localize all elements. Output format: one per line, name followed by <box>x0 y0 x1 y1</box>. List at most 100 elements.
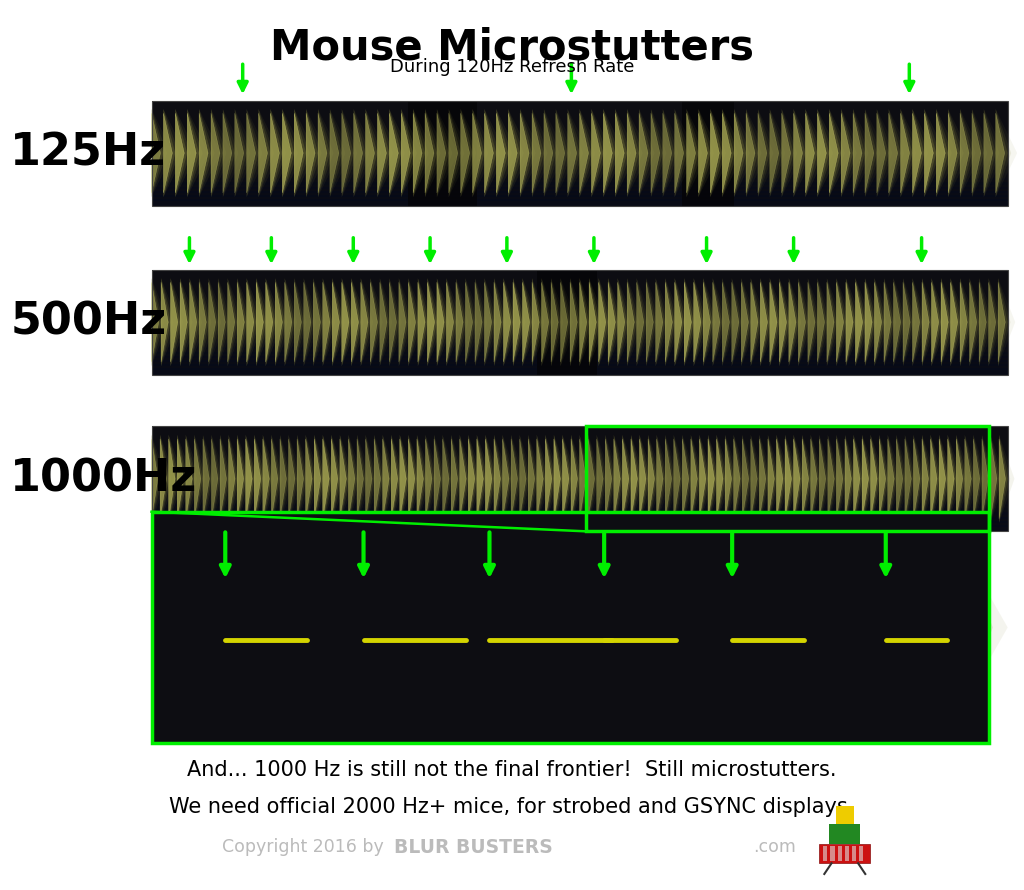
Polygon shape <box>776 434 787 523</box>
Polygon shape <box>925 109 936 198</box>
Bar <box>152 364 1008 370</box>
Polygon shape <box>283 109 304 198</box>
Polygon shape <box>271 439 278 519</box>
Polygon shape <box>437 113 445 193</box>
Polygon shape <box>357 434 366 523</box>
Polygon shape <box>817 113 826 193</box>
Text: BLUR BUSTERS: BLUR BUSTERS <box>394 837 553 857</box>
Polygon shape <box>434 434 450 523</box>
Polygon shape <box>947 434 964 523</box>
Polygon shape <box>956 434 965 523</box>
Polygon shape <box>532 109 553 198</box>
Polygon shape <box>806 109 821 198</box>
Polygon shape <box>409 434 417 523</box>
Polygon shape <box>265 278 283 367</box>
Polygon shape <box>401 109 423 198</box>
Polygon shape <box>171 278 180 367</box>
Polygon shape <box>254 434 269 523</box>
Polygon shape <box>180 282 187 362</box>
Bar <box>409 101 477 206</box>
Polygon shape <box>274 543 297 712</box>
Polygon shape <box>522 278 540 367</box>
Polygon shape <box>979 282 986 362</box>
Polygon shape <box>306 109 328 198</box>
Polygon shape <box>961 278 977 367</box>
Polygon shape <box>289 434 297 523</box>
Polygon shape <box>770 278 786 367</box>
Polygon shape <box>203 434 212 523</box>
Polygon shape <box>187 109 203 198</box>
Polygon shape <box>623 434 634 523</box>
Polygon shape <box>913 439 920 519</box>
Polygon shape <box>304 543 327 712</box>
Polygon shape <box>270 109 283 198</box>
Polygon shape <box>175 113 184 193</box>
Polygon shape <box>922 278 939 367</box>
Polygon shape <box>360 278 378 367</box>
Polygon shape <box>646 282 653 362</box>
Polygon shape <box>466 282 473 362</box>
Polygon shape <box>413 113 422 193</box>
Bar <box>682 101 733 206</box>
Polygon shape <box>884 278 896 367</box>
Polygon shape <box>570 534 609 721</box>
Polygon shape <box>732 278 741 367</box>
Bar <box>157 716 984 730</box>
Polygon shape <box>905 439 911 519</box>
Polygon shape <box>393 534 431 721</box>
Polygon shape <box>212 434 220 523</box>
Polygon shape <box>446 278 456 367</box>
Polygon shape <box>437 109 449 198</box>
Polygon shape <box>788 278 799 367</box>
Polygon shape <box>733 439 740 519</box>
Polygon shape <box>323 282 330 362</box>
Polygon shape <box>615 109 627 198</box>
Polygon shape <box>597 434 612 523</box>
Polygon shape <box>567 109 589 198</box>
Polygon shape <box>870 434 882 523</box>
Polygon shape <box>453 543 474 712</box>
Polygon shape <box>965 439 971 519</box>
Polygon shape <box>271 434 283 523</box>
Polygon shape <box>246 434 261 523</box>
Polygon shape <box>157 534 196 721</box>
Polygon shape <box>541 534 570 721</box>
Polygon shape <box>603 113 612 193</box>
Polygon shape <box>437 278 446 367</box>
Polygon shape <box>177 434 188 523</box>
Polygon shape <box>484 278 494 367</box>
Polygon shape <box>258 109 280 198</box>
Bar <box>152 513 1008 519</box>
Polygon shape <box>494 282 501 362</box>
Polygon shape <box>389 278 399 367</box>
Polygon shape <box>691 434 707 523</box>
Polygon shape <box>768 434 779 523</box>
Polygon shape <box>511 434 519 523</box>
Polygon shape <box>686 109 702 198</box>
Polygon shape <box>360 282 368 362</box>
Polygon shape <box>846 278 863 367</box>
Polygon shape <box>655 278 668 367</box>
Polygon shape <box>788 282 796 362</box>
Polygon shape <box>605 439 611 519</box>
Polygon shape <box>651 109 667 198</box>
Polygon shape <box>409 434 420 523</box>
Polygon shape <box>895 534 934 721</box>
Polygon shape <box>855 278 865 367</box>
Polygon shape <box>294 109 309 198</box>
Polygon shape <box>265 278 275 367</box>
Polygon shape <box>348 434 359 523</box>
Polygon shape <box>323 278 340 367</box>
Polygon shape <box>209 278 218 367</box>
Polygon shape <box>854 434 864 523</box>
Polygon shape <box>223 113 231 193</box>
Polygon shape <box>974 434 982 523</box>
Polygon shape <box>442 434 452 523</box>
Polygon shape <box>169 434 184 523</box>
Polygon shape <box>484 109 497 198</box>
Polygon shape <box>246 434 257 523</box>
Polygon shape <box>588 434 603 523</box>
Polygon shape <box>234 109 250 198</box>
Polygon shape <box>186 534 240 721</box>
Polygon shape <box>675 278 687 367</box>
